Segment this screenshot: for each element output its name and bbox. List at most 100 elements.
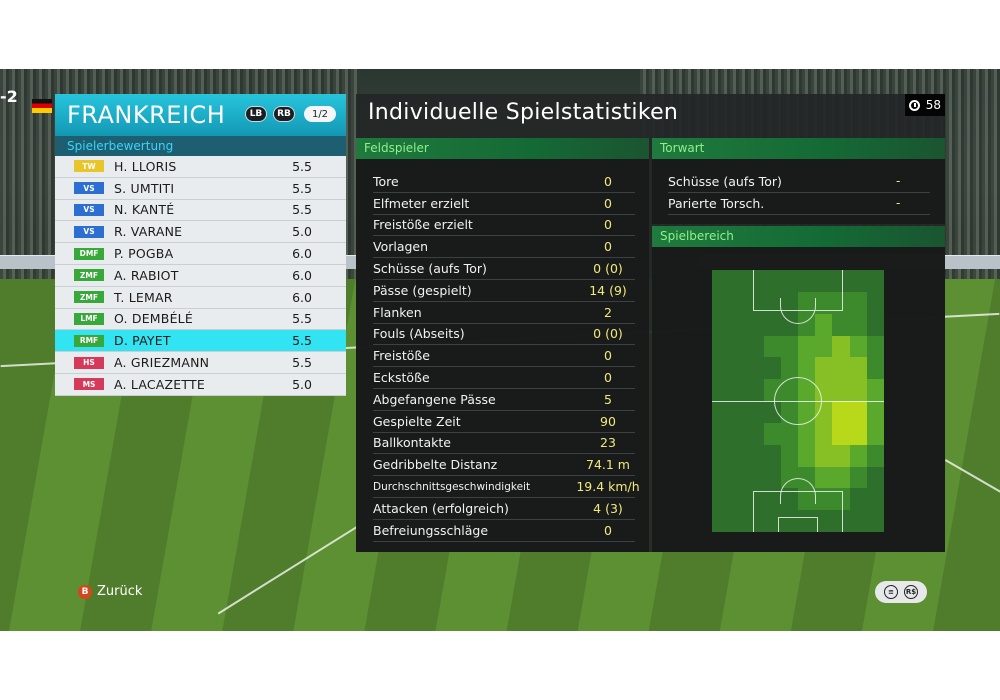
back-button[interactable]: B Zurück <box>78 584 142 599</box>
heatmap-cell <box>763 422 782 445</box>
gk-stat-row: Schüsse (aufs Tor) - <box>668 171 930 193</box>
page-indicator: 1/2 <box>304 106 336 122</box>
position-badge: RMF <box>74 334 104 347</box>
player-row[interactable]: ZMF A. RABIOT 6.0 <box>55 264 346 287</box>
heatmap-cell <box>712 466 730 489</box>
play-area-box: Spielbereich <box>652 226 945 552</box>
heatmap-cell <box>832 291 851 314</box>
player-rating: 6.0 <box>292 246 312 262</box>
stat-value: 4 (3) <box>593 500 623 516</box>
player-list: TW H. LLORIS 5.5 VS S. UMTITI 5.5 VS N. KANTÉ 5.… <box>55 156 346 396</box>
player-row[interactable]: RMF D. PAYET 5.5 <box>55 330 346 353</box>
player-row[interactable]: ZMF T. LEMAR 6.0 <box>55 286 346 309</box>
heatmap-cell <box>798 510 816 532</box>
heatmap-cell <box>729 401 748 423</box>
rs-stick-icon: R$ <box>904 585 918 599</box>
position-badge: VS <box>74 182 104 195</box>
center-circle <box>774 377 822 425</box>
stat-label: Tore <box>373 173 399 189</box>
stat-row: Freistöße erzielt 0 <box>373 215 635 237</box>
stat-label: Parierte Torsch. <box>668 195 765 211</box>
heatmap-cell <box>832 422 851 445</box>
player-rating: 5.0 <box>292 224 312 240</box>
player-row[interactable]: MS A. LACAZETTE 5.0 <box>55 373 346 396</box>
heatmap-cell <box>729 357 748 380</box>
heatmap-cell <box>866 291 884 314</box>
player-name: P. POGBA <box>114 246 174 262</box>
heatmap-cell <box>729 379 748 402</box>
player-row[interactable]: DMF P. POGBA 6.0 <box>55 243 346 265</box>
position-badge: ZMF <box>74 291 104 304</box>
stat-value: 2 <box>604 304 612 320</box>
heatmap-cell <box>866 466 884 489</box>
player-rating: 6.0 <box>292 267 312 283</box>
heatmap-cell <box>832 401 851 423</box>
player-row[interactable]: HS A. GRIEZMANN 5.5 <box>55 352 346 374</box>
heatmap-cell <box>712 401 730 423</box>
heatmap-cell <box>866 357 884 380</box>
heatmap-cell <box>763 313 782 336</box>
heatmap-cell <box>746 444 765 467</box>
heatmap <box>712 270 884 532</box>
player-name: T. LEMAR <box>114 289 173 305</box>
heatmap-cell <box>815 510 834 532</box>
player-row[interactable]: VS R. VARANE 5.0 <box>55 221 346 244</box>
stat-row: Abgefangene Pässe 5 <box>373 389 635 411</box>
heatmap-cell <box>866 422 884 445</box>
heatmap-cell <box>763 291 782 314</box>
heatmap-cell <box>798 335 816 358</box>
heatmap-cell <box>763 270 782 292</box>
heatmap-cell <box>763 444 782 467</box>
heatmap-cell <box>712 313 730 336</box>
heatmap-cell <box>712 379 730 402</box>
heatmap-cell <box>746 466 765 489</box>
heatmap-cell <box>849 313 868 336</box>
stat-row: Gespielte Zeit 90 <box>373 411 635 433</box>
heatmap-cell <box>712 357 730 380</box>
heatmap-cell <box>729 270 748 292</box>
position-badge: MS <box>74 378 104 391</box>
heatmap-cell <box>815 466 834 489</box>
stat-label: Flanken <box>373 304 422 320</box>
heatmap-cell <box>763 357 782 380</box>
rs-button[interactable]: ≡ R$ <box>875 581 927 603</box>
heatmap-cell <box>780 357 799 380</box>
heatmap-cell <box>780 444 799 467</box>
stat-value: 74.1 m <box>586 457 630 473</box>
heatmap-cell <box>849 357 868 380</box>
heatmap-cell <box>780 510 799 532</box>
stat-label: Elfmeter erzielt <box>373 195 470 211</box>
stat-value: 19.4 km/h <box>576 479 640 495</box>
b-button-icon: B <box>78 584 92 599</box>
player-row[interactable]: LMF O. DEMBÉLÉ 5.5 <box>55 308 346 331</box>
goal-area-bottom <box>778 517 818 532</box>
player-rating: 6.0 <box>292 289 312 305</box>
player-row[interactable]: VS N. KANTÉ 5.5 <box>55 199 346 222</box>
heatmap-cell <box>780 335 799 358</box>
heatmap-cell <box>763 488 782 511</box>
heatmap-cell <box>763 335 782 358</box>
player-name: H. LLORIS <box>114 158 177 174</box>
lb-button-icon[interactable]: LB <box>245 106 267 122</box>
stat-row: Befreiungsschläge 0 <box>373 520 635 542</box>
heatmap-cell <box>746 488 765 511</box>
heatmap-cell <box>729 444 748 467</box>
player-row[interactable]: VS S. UMTITI 5.5 <box>55 177 346 200</box>
heatmap-cell <box>832 357 851 380</box>
rb-button-icon[interactable]: RB <box>273 106 295 122</box>
heatmap-cell <box>798 444 816 467</box>
player-name: D. PAYET <box>114 333 171 349</box>
heatmap-cell <box>729 291 748 314</box>
heatmap-cell <box>746 270 765 292</box>
chat-icon: ≡ <box>884 585 898 599</box>
player-name: S. UMTITI <box>114 180 175 196</box>
heatmap-cell <box>712 488 730 511</box>
stat-row: Vorlagen 0 <box>373 236 635 259</box>
position-badge: LMF <box>74 312 104 325</box>
player-rating: 5.0 <box>292 376 312 392</box>
player-rating: 5.5 <box>292 202 312 218</box>
match-timer: 58 <box>905 94 945 116</box>
player-row[interactable]: TW H. LLORIS 5.5 <box>55 156 346 178</box>
back-label: Zurück <box>97 584 143 599</box>
player-rating: 5.5 <box>292 158 312 174</box>
